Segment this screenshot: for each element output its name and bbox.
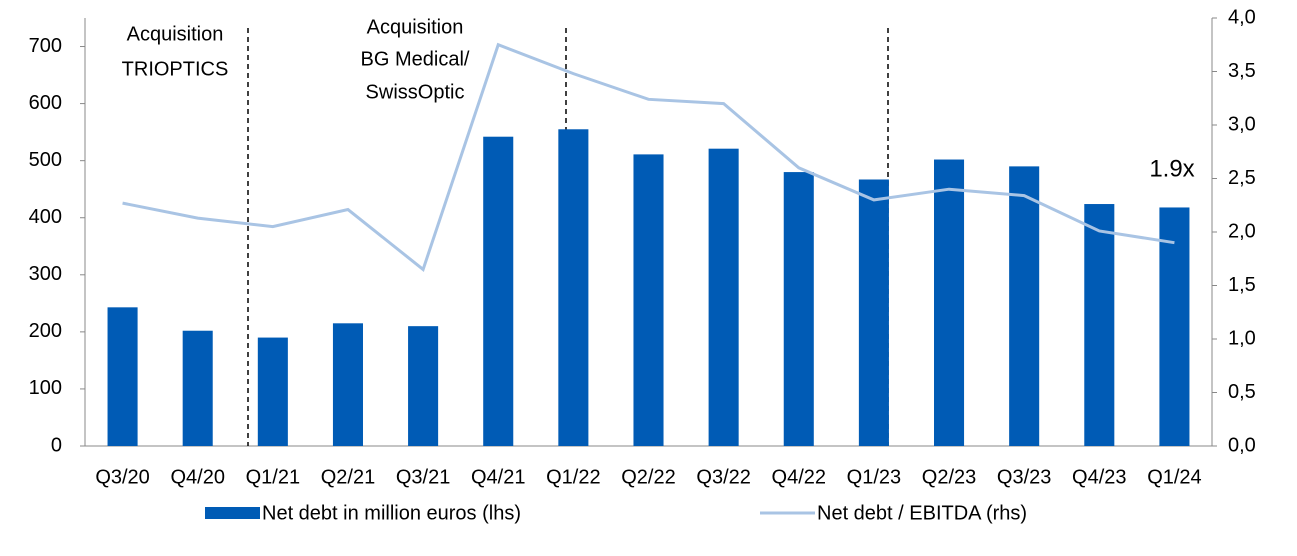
y2-tick-label: 1,5 xyxy=(1228,274,1256,296)
annotation: BG Medical/ xyxy=(361,48,470,70)
bar xyxy=(257,337,288,446)
bar xyxy=(783,172,814,446)
y-tick-label: 700 xyxy=(29,35,62,57)
x-tick-label: Q3/20 xyxy=(95,466,149,488)
bar xyxy=(1159,207,1190,446)
bar xyxy=(408,326,439,446)
y2-tick-label: 2,0 xyxy=(1228,220,1256,242)
y2-tick-label: 3,0 xyxy=(1228,113,1256,135)
y2-tick-label: 0,0 xyxy=(1228,434,1256,456)
bar xyxy=(633,154,664,446)
y-tick-label: 100 xyxy=(29,377,62,399)
bar xyxy=(332,323,363,446)
y2-tick-label: 0,5 xyxy=(1228,381,1256,403)
x-tick-label: Q3/22 xyxy=(696,466,750,488)
x-tick-label: Q2/22 xyxy=(621,466,675,488)
x-tick-label: Q4/23 xyxy=(1072,466,1126,488)
legend-swatch xyxy=(205,507,260,519)
bar xyxy=(483,136,514,446)
y2-tick-label: 3,5 xyxy=(1228,60,1256,82)
bar xyxy=(1009,166,1040,446)
legend-label: Net debt / EBITDA (rhs) xyxy=(817,502,1027,524)
y2-tick-label: 2,5 xyxy=(1228,167,1256,189)
bar xyxy=(182,330,213,446)
bar xyxy=(934,159,965,446)
y-tick-label: 200 xyxy=(29,320,62,342)
y-tick-label: 600 xyxy=(29,92,62,114)
x-tick-label: Q1/21 xyxy=(246,466,300,488)
annotation: 1.9x xyxy=(1149,155,1194,182)
bar xyxy=(1084,204,1115,446)
x-tick-label: Q4/20 xyxy=(170,466,224,488)
x-tick-label: Q1/22 xyxy=(546,466,600,488)
annotation: Acquisition xyxy=(127,23,224,45)
bar xyxy=(708,148,739,446)
bar xyxy=(107,307,138,446)
x-tick-label: Q3/21 xyxy=(396,466,450,488)
bar xyxy=(558,129,589,446)
bar xyxy=(858,179,889,447)
x-tick-label: Q2/21 xyxy=(321,466,375,488)
line xyxy=(122,42,1175,272)
x-tick-label: Q3/23 xyxy=(997,466,1051,488)
y-tick-label: 300 xyxy=(29,263,62,285)
x-tick-label: Q4/22 xyxy=(772,466,826,488)
y2-tick-label: 1,0 xyxy=(1228,327,1256,349)
annotation: TRIOPTICS xyxy=(122,58,229,80)
y-tick-label: 400 xyxy=(29,206,62,228)
y-tick-label: 500 xyxy=(29,149,62,171)
annotation: Acquisition xyxy=(367,16,464,38)
x-tick-label: Q1/24 xyxy=(1147,466,1201,488)
x-tick-label: Q2/23 xyxy=(922,466,976,488)
legend-label: Net debt in million euros (lhs) xyxy=(262,502,521,524)
y-tick-label: 0 xyxy=(51,434,62,456)
y2-tick-label: 4,0 xyxy=(1228,6,1256,28)
x-tick-label: Q4/21 xyxy=(471,466,525,488)
annotation: SwissOptic xyxy=(366,81,465,103)
x-tick-label: Q1/23 xyxy=(847,466,901,488)
